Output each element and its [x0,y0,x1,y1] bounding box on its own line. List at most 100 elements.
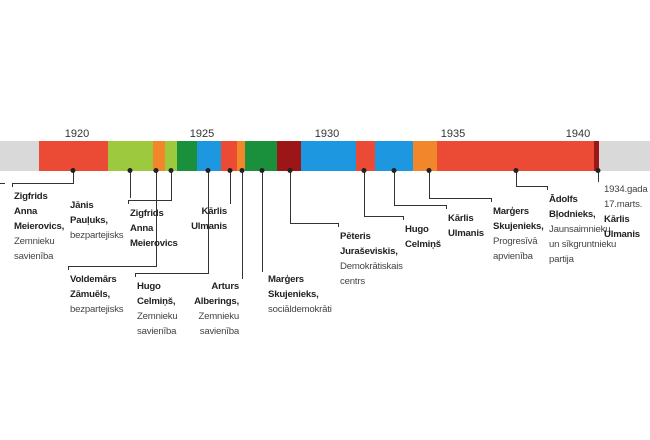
prime-minister-name: Jānis Pauļuks, [70,200,108,226]
leader-drop [128,200,129,204]
timeline-segment [277,141,301,171]
leader-drop [68,266,69,270]
timeline-marker [259,168,265,173]
connector-line [0,183,5,184]
leader-line [242,171,243,279]
leader-line [290,171,291,223]
timeline-segment [177,141,197,171]
leader-line [208,171,209,273]
timeline-segment [301,141,356,171]
leader-drop [338,223,339,227]
leader-elbow [290,223,339,224]
timeline-marker [127,168,133,173]
party-name: Progresīvā apvienība [493,236,538,262]
year-label-1920: 1920 [64,128,90,140]
leader-elbow [364,216,404,217]
leader-drop [403,216,404,220]
prime-minister-name: Kārlis Ulmanis [448,213,484,239]
timeline-segment [153,141,165,171]
party-name: Jaunsaimnieku un sīkgruntnieku partija [549,224,617,265]
timeline-segment [245,141,277,171]
prime-minister-label: Marģers Skujenieks, Progresīvā apvienība [493,204,544,264]
timeline-segment [413,141,437,171]
leader-elbow [68,266,157,267]
timeline-segment [237,141,245,171]
party-name: bezpartejisks [70,304,124,315]
leader-elbow [429,198,492,199]
prime-minister-label: Ādolfs Bļodnieks, Jaunsaimnieku un sīkgru… [549,192,616,267]
leader-line [598,171,599,182]
prime-minister-name: Voldemārs Zāmuēls, [70,274,117,300]
year-label-1940: 1940 [565,128,591,140]
prime-minister-name: Pēteris Juraševiskis, [340,231,398,257]
party-name: Zemnieku savienība [198,311,239,337]
prime-minister-name: Hugo Celmiņš, [137,281,176,307]
prime-minister-label: Hugo Celmiņš [405,222,441,252]
leader-drop [547,186,548,190]
year-label-1930: 1930 [314,128,340,140]
prime-minister-label: Zigfrids Anna Meierovics [130,206,178,251]
timeline-segment [165,141,177,171]
year-label-1925: 1925 [189,128,215,140]
leader-elbow [12,183,74,184]
party-name: bezpartejisks [70,230,124,241]
prime-minister-name: Marģers Skujenieks, [268,274,319,300]
timeline-segment [197,141,221,171]
prime-minister-name: Kārlis Ulmanis [191,206,227,232]
prime-minister-name: Zigfrids Anna Meierovics, [14,191,65,232]
party-name: Zemnieku savienība [137,311,178,337]
prime-minister-name: Arturs Alberings, [194,281,239,307]
timeline-marker [153,168,159,173]
timeline-marker [426,168,432,173]
timeline-marker [595,168,601,173]
leader-drop [491,198,492,202]
prime-minister-label: Kārlis Ulmanis [448,211,484,241]
leader-elbow [128,200,172,201]
leader-drop [135,273,136,277]
leader-elbow [135,273,209,274]
prime-minister-name: Marģers Skujenieks, [493,206,544,232]
prime-minister-label: Voldemārs Zāmuēls, bezpartejisks [70,272,124,317]
timeline-marker [513,168,519,173]
prime-minister-label: Zigfrids Anna Meierovics, Zemnieku savien… [14,189,64,264]
timeline-marker [239,168,245,173]
leader-drop [446,205,447,209]
timeline-marker [227,168,233,173]
timeline-segment [39,141,108,171]
prime-minister-label: Kārlis Ulmanis [191,204,227,234]
prime-minister-label: Pēteris Juraševiskis, Demokrātiskais cent… [340,229,403,289]
timeline-segment [221,141,237,171]
timeline-segment [594,141,599,171]
leader-line [171,171,172,200]
timeline-segment [437,141,594,171]
leader-line [516,171,517,186]
timeline-marker [205,168,211,173]
party-name: 1934.gada 17.marts. [604,184,648,210]
timeline-segment [375,141,413,171]
leader-line [156,171,157,266]
timeline-marker [391,168,397,173]
prime-minister-label: Hugo Celmiņš, Zemnieku savienība [137,279,178,339]
leader-line [394,171,395,205]
party-name: sociāldemokrāti [268,304,332,315]
leader-line [429,171,430,198]
prime-minister-label: Arturs Alberings, Zemnieku savienība [194,279,239,339]
party-name: Demokrātiskais centrs [340,261,403,287]
prime-minister-name: Zigfrids Anna Meierovics [130,208,178,249]
timeline-segment [0,141,39,171]
leader-line [364,171,365,216]
prime-minister-name: Ādolfs Bļodnieks, [549,194,596,220]
leader-line [130,171,131,198]
timeline-segment [356,141,375,171]
timeline-segment [599,141,650,171]
timeline-marker [361,168,367,173]
prime-minister-label: 1934.gada 17.marts. Kārlis Ulmanis [604,182,648,242]
year-label-1935: 1935 [440,128,466,140]
prime-minister-name: Kārlis Ulmanis [604,214,640,240]
party-name: Zemnieku savienība [14,236,55,262]
leader-line [73,171,74,183]
leader-elbow [516,186,548,187]
leader-line [230,171,231,204]
timeline-marker [70,168,76,173]
